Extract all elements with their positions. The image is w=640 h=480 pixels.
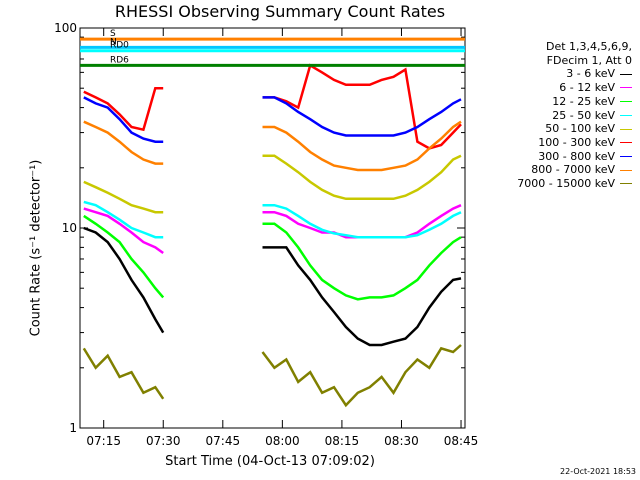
x-axis-label: Start Time (04-Oct-13 07:09:02) (165, 454, 375, 469)
x-tick-label: 08:45 (444, 434, 479, 448)
legend-entry: 3 - 6 keV (442, 67, 632, 81)
series-line (82, 344, 462, 408)
series-line (83, 204, 462, 255)
state-bar-label: S (110, 29, 116, 39)
legend-header-line-2: FDecim 1, Att 0 (546, 53, 632, 67)
y-tick-label: 100 (54, 21, 77, 35)
legend-header-line-1: Det 1,3,4,5,6,9, (545, 40, 632, 53)
legend-swatch (620, 142, 632, 144)
legend-entry-label: 800 - 7000 keV (531, 163, 615, 177)
series-line (83, 154, 462, 214)
series-line (83, 200, 462, 239)
legend-entry-label: 7000 - 15000 keV (517, 177, 615, 191)
legend-entry-label: 3 - 6 keV (566, 67, 615, 81)
legend-entry-label: 12 - 25 keV (552, 94, 615, 108)
legend-entry: 50 - 100 keV (442, 122, 632, 136)
x-tick-label: 07:15 (86, 434, 121, 448)
legend-swatch (620, 114, 632, 116)
y-tick-label: 10 (62, 221, 77, 235)
series-line (83, 120, 462, 172)
state-bar-label: RD0 (110, 41, 129, 51)
legend-entry-label: 100 - 300 keV (538, 135, 615, 149)
legend: Det 1,3,4,5,6,9, FDecim 1, Att 0 3 - 6 k… (442, 40, 632, 191)
legend-entry-label: 25 - 50 keV (552, 108, 615, 122)
legend-entry: 800 - 7000 keV (442, 163, 632, 177)
x-tick-label: 08:15 (325, 434, 360, 448)
legend-entry: 300 - 800 keV (442, 150, 632, 164)
legend-swatch (620, 169, 632, 171)
legend-entry-label: 50 - 100 keV (545, 122, 615, 136)
legend-entry: 12 - 25 keV (442, 95, 632, 109)
state-bar-label: N (110, 37, 117, 47)
legend-swatch (620, 183, 632, 185)
series-line (83, 96, 462, 143)
series-line (83, 214, 462, 301)
x-tick-label: 07:30 (146, 434, 181, 448)
legend-entry-label: 6 - 12 keV (559, 81, 615, 95)
legend-swatch (620, 101, 632, 103)
series-line (83, 226, 462, 347)
x-tick-label: 07:45 (206, 434, 241, 448)
legend-entry-label: 300 - 800 keV (538, 149, 615, 163)
chart-title: RHESSI Observing Summary Count Rates (114, 2, 446, 21)
legend-swatch (620, 128, 632, 130)
legend-entry: 6 - 12 keV (442, 81, 632, 95)
legend-entry: 100 - 300 keV (442, 136, 632, 150)
y-tick-label: 1 (69, 421, 77, 435)
legend-entry: 7000 - 15000 keV (442, 177, 632, 191)
state-bar-label: RD6 (110, 55, 129, 65)
generated-timestamp: 22-Oct-2021 18:53 (560, 467, 636, 476)
legend-swatch (620, 73, 632, 75)
legend-swatch (620, 87, 632, 89)
x-tick-label: 08:00 (265, 434, 300, 448)
x-tick-label: 08:30 (384, 434, 419, 448)
legend-entry: 25 - 50 keV (442, 109, 632, 123)
legend-swatch (620, 155, 632, 157)
